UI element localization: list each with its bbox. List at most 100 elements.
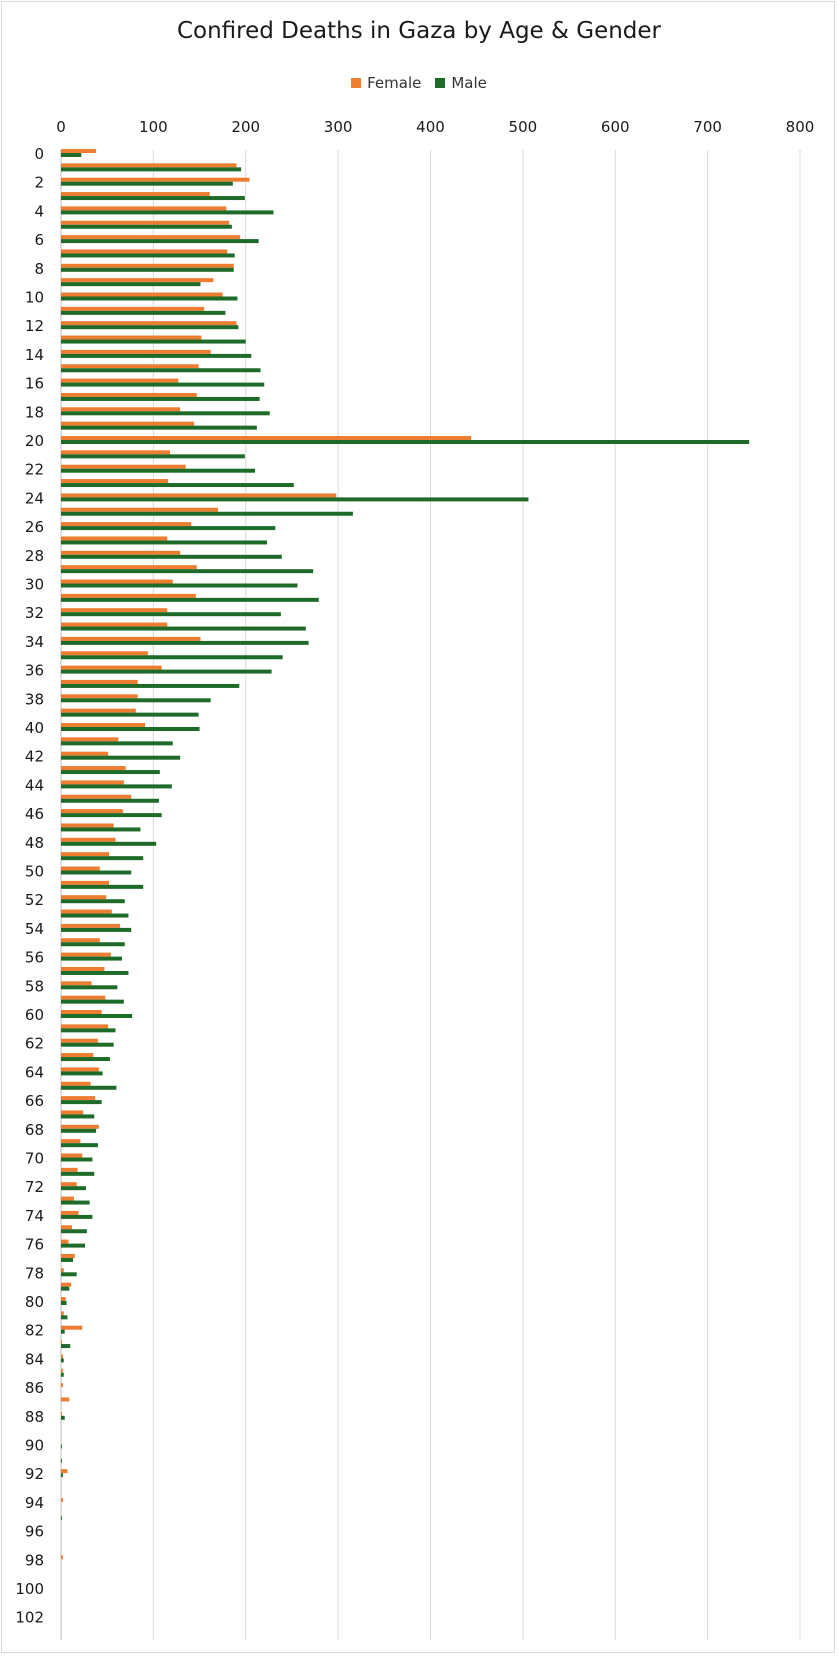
bar-male-age-57 bbox=[61, 970, 129, 975]
bar-female-age-3 bbox=[61, 192, 210, 197]
bar-male-age-59 bbox=[61, 999, 124, 1004]
bar-female-age-4 bbox=[61, 206, 227, 211]
bar-male-age-22 bbox=[61, 468, 255, 473]
y-tick-label: 28 bbox=[25, 547, 44, 565]
bar-male-age-46 bbox=[61, 813, 162, 818]
y-tick-label: 36 bbox=[25, 662, 44, 680]
bar-female-age-5 bbox=[61, 220, 230, 225]
y-tick-label: 76 bbox=[25, 1236, 44, 1254]
bar-female-age-10 bbox=[61, 292, 223, 297]
bar-female-age-84 bbox=[61, 1354, 63, 1359]
bar-female-age-43 bbox=[61, 766, 126, 771]
y-tick-label: 78 bbox=[25, 1264, 44, 1282]
y-tick-label: 34 bbox=[25, 633, 44, 651]
y-tick-label: 32 bbox=[25, 604, 44, 622]
bar-male-age-78 bbox=[61, 1272, 77, 1277]
bar-female-age-1 bbox=[61, 163, 237, 168]
bar-male-age-8 bbox=[61, 267, 234, 272]
bar-female-age-62 bbox=[61, 1038, 98, 1043]
bar-female-age-79 bbox=[61, 1282, 72, 1287]
bar-male-age-43 bbox=[61, 770, 160, 775]
y-tick-label: 84 bbox=[25, 1350, 44, 1368]
bar-female-age-14 bbox=[61, 349, 211, 354]
bar-male-age-92 bbox=[61, 1473, 63, 1478]
bar-male-age-56 bbox=[61, 956, 122, 961]
bar-male-age-47 bbox=[61, 827, 141, 832]
bar-male-age-52 bbox=[61, 899, 125, 904]
bar-female-age-54 bbox=[61, 923, 121, 928]
bar-female-age-12 bbox=[61, 321, 237, 326]
y-tick-label: 92 bbox=[25, 1465, 44, 1483]
bar-male-age-1 bbox=[61, 167, 242, 172]
y-tick-label: 100 bbox=[15, 1580, 44, 1598]
y-tick-label: 72 bbox=[25, 1178, 44, 1196]
bar-female-age-18 bbox=[61, 407, 181, 412]
bar-female-age-81 bbox=[61, 1311, 64, 1316]
y-tick-label: 48 bbox=[25, 834, 44, 852]
bar-male-age-5 bbox=[61, 224, 232, 229]
bar-female-age-9 bbox=[61, 278, 214, 283]
bar-female-age-70 bbox=[61, 1153, 83, 1158]
y-axis-ticks: 0246810121416182022242628303234363840424… bbox=[15, 145, 44, 1627]
bar-female-age-21 bbox=[61, 450, 171, 455]
bar-male-age-71 bbox=[61, 1171, 95, 1176]
y-tick-label: 8 bbox=[34, 260, 44, 278]
bar-female-age-50 bbox=[61, 866, 100, 871]
bar-male-age-49 bbox=[61, 856, 144, 861]
bar-female-age-40 bbox=[61, 723, 146, 727]
x-tick-label: 400 bbox=[416, 118, 445, 136]
bar-male-age-32 bbox=[61, 612, 281, 617]
bar-female-age-11 bbox=[61, 306, 205, 311]
bar-male-age-39 bbox=[61, 712, 199, 717]
bar-female-age-36 bbox=[61, 665, 162, 670]
y-tick-label: 74 bbox=[25, 1207, 44, 1225]
bar-male-age-51 bbox=[61, 884, 144, 889]
bar-female-age-46 bbox=[61, 809, 123, 814]
bar-female-age-19 bbox=[61, 421, 195, 426]
bar-female-age-94 bbox=[61, 1497, 63, 1502]
bar-female-age-58 bbox=[61, 981, 92, 986]
y-tick-label: 6 bbox=[34, 231, 44, 249]
bar-female-age-64 bbox=[61, 1067, 99, 1072]
bar-male-age-41 bbox=[61, 741, 173, 746]
bar-male-age-3 bbox=[61, 196, 245, 201]
bar-male-age-0 bbox=[61, 153, 82, 157]
bar-male-age-68 bbox=[61, 1128, 97, 1133]
bar-male-age-50 bbox=[61, 870, 132, 875]
bar-female-age-63 bbox=[61, 1053, 94, 1058]
bar-male-age-37 bbox=[61, 683, 240, 688]
bar-female-age-29 bbox=[61, 565, 197, 570]
x-tick-label: 200 bbox=[231, 118, 260, 136]
y-tick-label: 68 bbox=[25, 1121, 44, 1139]
y-tick-label: 44 bbox=[25, 776, 44, 794]
bar-female-age-55 bbox=[61, 938, 100, 943]
bar-female-age-68 bbox=[61, 1124, 99, 1129]
y-tick-label: 90 bbox=[25, 1437, 44, 1455]
y-tick-label: 26 bbox=[25, 518, 44, 536]
bar-female-age-85 bbox=[61, 1368, 63, 1373]
bar-male-age-18 bbox=[61, 411, 270, 416]
bar-female-age-87 bbox=[61, 1397, 70, 1402]
bar-female-age-66 bbox=[61, 1096, 96, 1101]
bar-female-age-28 bbox=[61, 550, 181, 555]
y-tick-label: 52 bbox=[25, 891, 44, 909]
chart-legend: Female Male bbox=[0, 74, 838, 92]
bar-male-age-15 bbox=[61, 368, 261, 373]
bars bbox=[61, 149, 750, 1560]
x-tick-label: 100 bbox=[139, 118, 168, 136]
chart-title: Confired Deaths in Gaza by Age & Gender bbox=[176, 18, 662, 44]
y-tick-label: 10 bbox=[25, 289, 44, 307]
bar-male-age-25 bbox=[61, 511, 353, 516]
y-tick-label: 70 bbox=[25, 1150, 44, 1168]
bar-female-age-72 bbox=[61, 1182, 77, 1187]
y-tick-label: 64 bbox=[25, 1063, 44, 1081]
bar-female-age-15 bbox=[61, 364, 199, 369]
bar-male-age-13 bbox=[61, 339, 246, 344]
bar-male-age-62 bbox=[61, 1042, 114, 1047]
bar-male-age-67 bbox=[61, 1114, 95, 1119]
bar-male-age-53 bbox=[61, 913, 129, 918]
y-tick-label: 94 bbox=[25, 1494, 44, 1512]
bar-male-age-91 bbox=[61, 1458, 62, 1463]
bar-female-age-65 bbox=[61, 1081, 91, 1086]
